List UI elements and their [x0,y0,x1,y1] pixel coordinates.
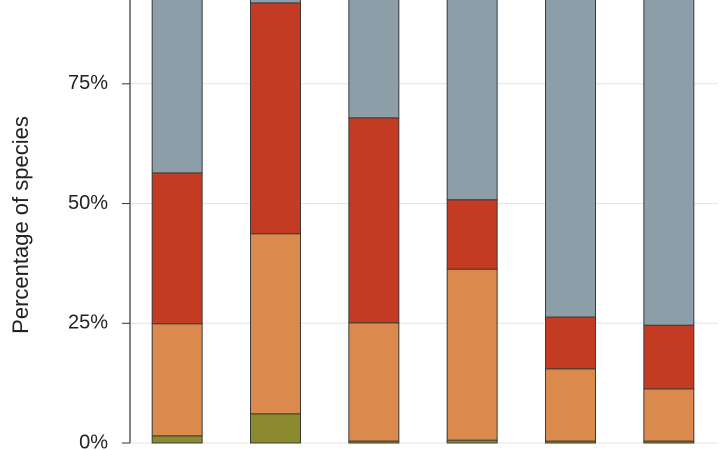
bar-segment [545,0,596,318]
bar-segment [151,0,203,174]
bar-segment [250,0,301,4]
bar-segment [151,172,203,325]
bar-segment [348,0,400,119]
bar-segment [643,388,695,442]
y-tick-label: 50% [68,192,108,214]
bar-segment [151,435,203,444]
bar-segment [250,413,301,444]
bar-segment [643,0,695,326]
grid: 0% 25% 50% 75% [68,72,718,450]
bar-segment [446,199,498,270]
y-tick-label: 25% [68,312,108,334]
bar-segment [348,322,400,442]
bar-segment [348,117,400,324]
bar-segment [250,2,301,235]
bar-segment [545,316,596,370]
y-tick-label: 0% [79,431,108,450]
bars [151,0,695,444]
bar-segment [643,324,695,390]
bar-segment [545,368,596,442]
bar-segment [446,268,498,441]
y-tick-label: 75% [68,72,108,94]
bar-segment [446,0,498,201]
bar-segment [250,233,301,415]
y-axis-label: Percentage of species [8,116,33,334]
bar-segment [151,323,203,437]
